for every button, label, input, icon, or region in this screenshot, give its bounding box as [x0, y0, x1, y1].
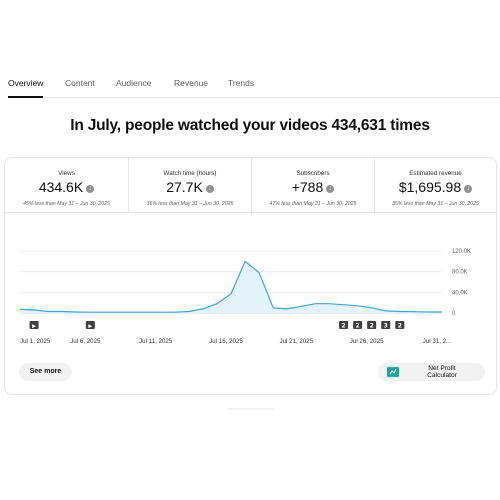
- net-profit-calculator-button[interactable]: Net Profit Calculator: [378, 363, 485, 381]
- chart-canvas: 120.0K 80.0K 40.0K 0 ▶ ▶ 2 2 2 3 2 Jul 1, 2025 Jul 6…: [19, 249, 471, 345]
- metric-label: Views: [58, 170, 75, 177]
- y-tick-label: 40.0K: [452, 290, 468, 296]
- metric-value: +788: [291, 179, 324, 195]
- y-tick-label: 0: [452, 311, 456, 317]
- tab-overview[interactable]: Overview: [8, 78, 44, 88]
- arrow-down-icon: ↓: [86, 185, 95, 193]
- calculator-icon: [387, 367, 399, 377]
- chart-marker: [29, 321, 39, 329]
- metric-comparison: 45% less than May 31 – Jun 30, 2025: [23, 201, 110, 207]
- chart-marker: [395, 321, 405, 329]
- metric-watch-time[interactable]: Watch time (hours) 27.7K ↓ 36% less than …: [129, 158, 252, 213]
- metric-subscribers[interactable]: Subscribers +788 ↓ 47% less than May 31 –…: [252, 158, 375, 213]
- x-tick-label: Jul 16, 2025: [209, 338, 243, 345]
- see-more-button[interactable]: See more: [19, 363, 72, 381]
- arrow-down-icon: ↓: [205, 185, 214, 193]
- y-tick-label: 120.0K: [452, 249, 471, 255]
- chart-marker-label: 2: [341, 323, 345, 330]
- metric-comparison: 47% less than May 31 – Jun 30, 2025: [269, 201, 357, 207]
- arrow-down-icon: ↓: [464, 185, 473, 193]
- overview-card: Views 434.6K ↓ 45% less than May 31 – Jun…: [4, 157, 497, 395]
- chart-marker: [353, 321, 363, 329]
- metric-revenue[interactable]: Estimated revenue $1,695.98 ↓ 35% less th…: [375, 158, 496, 213]
- metric-label: Subscribers: [296, 170, 330, 177]
- series-line: [19, 260, 442, 313]
- arrow-down-icon: ↓: [326, 185, 335, 193]
- chart-marker-label: ▶: [88, 324, 92, 330]
- chart-marker-label: 2: [356, 323, 360, 330]
- tab-content[interactable]: Content: [65, 78, 95, 88]
- metric-tabs: Views 434.6K ↓ 45% less than May 31 – Jun…: [5, 158, 496, 214]
- metric-value: 27.7K: [166, 179, 203, 195]
- chart-marker-label: 3: [384, 323, 388, 330]
- x-tick-label: Jul 26, 2025: [350, 338, 384, 345]
- x-tick-label: Jul 6, 2025: [70, 338, 101, 345]
- tab-audience[interactable]: Audience: [116, 78, 152, 88]
- chart-marker-label: 2: [370, 323, 374, 330]
- chart-marker-label: ▶: [32, 324, 36, 330]
- tab-trends[interactable]: Trends: [228, 78, 255, 88]
- chart-marker: [367, 321, 377, 329]
- x-tick-label: Jul 21, 2025: [279, 338, 313, 345]
- tab-revenue[interactable]: Revenue: [174, 78, 209, 88]
- chart-marker-label: 2: [398, 323, 402, 330]
- metric-label: Estimated revenue: [409, 170, 462, 177]
- scroll-indicator: [228, 408, 274, 410]
- metric-comparison: 35% less than May 31 – Jun 30, 2025: [392, 201, 479, 207]
- views-chart: 120.0K 80.0K 40.0K 0 ▶ ▶ 2 2 2 3 2 Jul 1, 2025 Jul 6…: [15, 243, 485, 348]
- metric-comparison: 36% less than May 31 – Jun 30, 2025: [146, 201, 234, 207]
- series-area: [20, 261, 442, 313]
- x-tick-label: Jul 11, 2025: [139, 338, 173, 345]
- chart-marker: [85, 321, 95, 329]
- metric-views[interactable]: Views 434.6K ↓ 45% less than May 31 – Jun…: [5, 158, 129, 213]
- x-tick-label: Jul 31, 2...: [423, 338, 452, 345]
- metric-label: Watch time (hours): [163, 170, 217, 177]
- chart-marker: [381, 321, 391, 329]
- tab-bar: Overview Content Audience Revenue Trends: [8, 76, 500, 98]
- active-tab-indicator: [8, 96, 43, 98]
- y-tick-label: 80.0K: [452, 270, 468, 276]
- metric-value: 434.6K: [38, 179, 84, 195]
- calculator-label: Net Profit Calculator: [427, 365, 457, 379]
- metric-value: $1,695.98: [398, 179, 462, 195]
- page-headline: In July, people watched your videos 434,…: [70, 117, 430, 134]
- chart-marker: [339, 321, 349, 329]
- x-tick-label: Jul 1, 2025: [20, 338, 51, 345]
